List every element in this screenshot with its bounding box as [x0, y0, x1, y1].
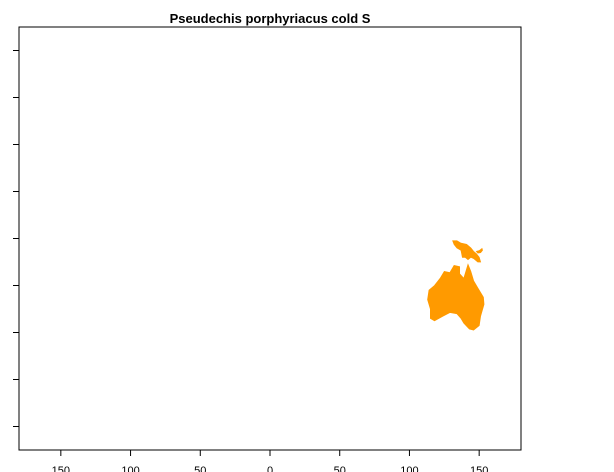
- y-axis: [13, 50, 19, 427]
- x-tick-label: 50: [334, 465, 346, 472]
- plot-frame: [18, 26, 522, 451]
- x-tick-label: 100: [400, 465, 418, 472]
- plot-title: Pseudechis porphyriacus cold S: [170, 11, 371, 26]
- x-tick-label: 150: [52, 465, 70, 472]
- x-tick-label: 0: [267, 465, 273, 472]
- x-axis: 150 100 50 0 50 100 150: [52, 450, 488, 472]
- range-regions: [427, 240, 485, 331]
- range-region-australia: [427, 263, 485, 331]
- x-tick-label: 150: [470, 465, 488, 472]
- range-region-new-britain: [475, 247, 483, 254]
- x-tick-label: 50: [194, 465, 206, 472]
- range-region-new-guinea: [452, 240, 482, 263]
- x-tick-label: 100: [121, 465, 139, 472]
